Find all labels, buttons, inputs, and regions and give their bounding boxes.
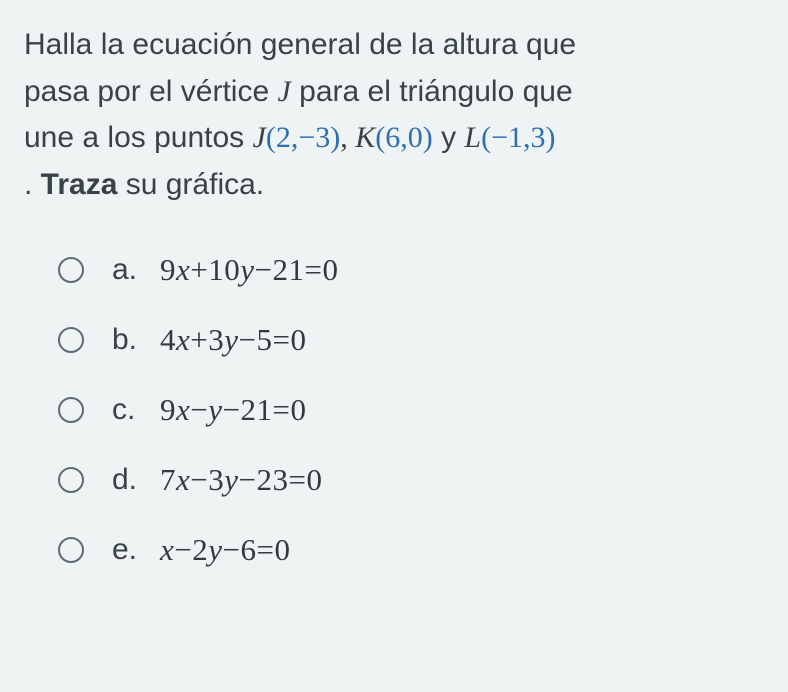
pt-j-val: (2,−3) [266,121,340,154]
var1: x [160,532,174,567]
pt-l-val: (−1,3) [481,121,555,154]
sep1: , [340,121,355,154]
var1: x [176,392,190,427]
q-text-4a: . [24,168,41,201]
pt-l-name: L [464,121,481,154]
option-letter: a. [112,253,160,287]
eq: =0 [273,322,307,357]
coef1: 7 [160,462,176,497]
coef2: 10 [208,252,240,287]
const: 23 [257,462,289,497]
question-text: Halla la ecuación general de la altura q… [24,22,764,208]
option-expr: 7x−3y−23=0 [160,462,322,498]
option-expr: 9x+10y−21=0 [160,252,338,288]
radio-c[interactable] [58,397,84,423]
option-a[interactable]: a. 9x+10y−21=0 [58,252,764,288]
coef2: 3 [208,462,224,497]
const: 21 [241,392,273,427]
var2: y [224,462,238,497]
coef1: 9 [160,392,176,427]
pt-j-name: J [253,121,266,154]
eq: =0 [305,252,339,287]
option-letter: c. [112,393,160,427]
op2: − [223,392,241,427]
option-e[interactable]: e. x−2y−6=0 [58,532,764,568]
option-letter: e. [112,533,160,567]
op2: − [239,462,257,497]
const: 6 [241,532,257,567]
radio-d[interactable] [58,467,84,493]
pt-k-name: K [355,121,375,154]
var1: x [176,252,190,287]
op1: + [190,252,208,287]
op1: − [190,462,208,497]
coef2: 2 [192,532,208,567]
option-expr: 4x+3y−5=0 [160,322,306,358]
op2: − [255,252,273,287]
option-letter: b. [112,323,160,357]
coef2: 3 [208,322,224,357]
radio-a[interactable] [58,257,84,283]
radio-b[interactable] [58,327,84,353]
q-text-2b: para el triángulo que [291,75,573,108]
op1: − [174,532,192,567]
q-bold-traza: Traza [41,168,118,201]
option-d[interactable]: d. 7x−3y−23=0 [58,462,764,498]
q-vertex-j: J [277,75,290,108]
q-text-2a: pasa por el vértice [24,75,277,108]
var2: y [208,532,222,567]
q-text-3a: une a los puntos [24,121,253,154]
const: 21 [273,252,305,287]
var2: y [240,252,254,287]
coef1: 9 [160,252,176,287]
op2: − [239,322,257,357]
op2: − [223,532,241,567]
eq: =0 [257,532,291,567]
var1: x [176,462,190,497]
option-expr: 9x−y−21=0 [160,392,306,428]
op1: − [190,392,208,427]
option-expr: x−2y−6=0 [160,532,290,568]
option-b[interactable]: b. 4x+3y−5=0 [58,322,764,358]
eq: =0 [273,392,307,427]
question-container: Halla la ecuación general de la altura q… [0,0,788,592]
options-list: a. 9x+10y−21=0 b. 4x+3y−5=0 c. 9x−y−21=0… [24,252,764,568]
var2: y [208,392,222,427]
var2: y [224,322,238,357]
eq: =0 [289,462,323,497]
radio-e[interactable] [58,537,84,563]
op1: + [190,322,208,357]
const: 5 [257,322,273,357]
sep2: y [433,121,465,154]
coef1: 4 [160,322,176,357]
pt-k-val: (6,0) [375,121,432,154]
var1: x [176,322,190,357]
option-c[interactable]: c. 9x−y−21=0 [58,392,764,428]
q-text-4b: su gráfica. [117,168,264,201]
option-letter: d. [112,463,160,497]
q-text-1: Halla la ecuación general de la altura q… [24,28,576,61]
